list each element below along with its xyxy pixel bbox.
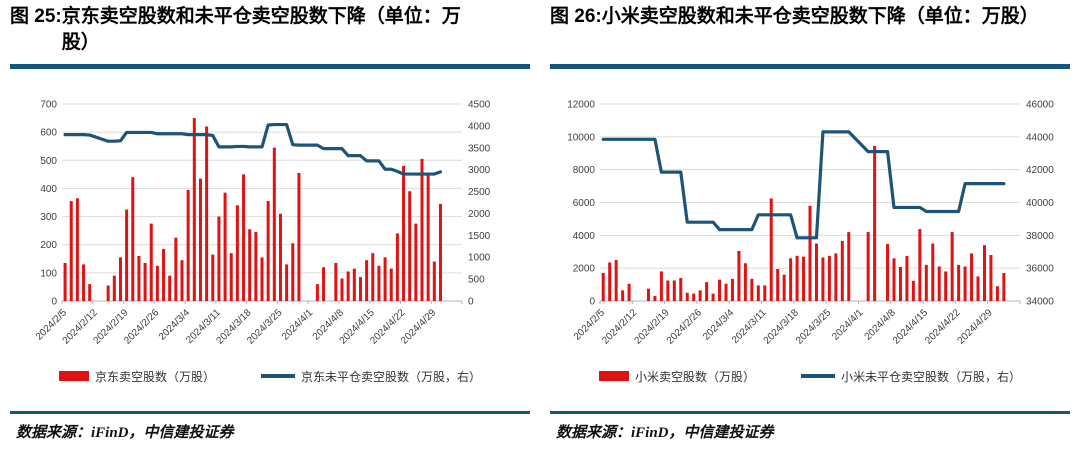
svg-text:6000: 6000	[573, 198, 596, 209]
svg-text:0: 0	[589, 297, 595, 308]
svg-text:2024/2/26: 2024/2/26	[665, 307, 705, 347]
svg-text:2500: 2500	[468, 187, 491, 198]
chart-svg: 0 2000 4000 6000 8000 10000 12000 34000 36000 380…	[567, 100, 1054, 347]
svg-text:500: 500	[40, 156, 57, 167]
svg-text:200: 200	[40, 240, 57, 251]
svg-text:46000: 46000	[1026, 100, 1054, 111]
short-sale-bars	[601, 145, 1006, 302]
legend-item-line: 京东未平仓卖空股数（万股，右）	[261, 368, 481, 385]
figure-column-xiaomi: 图 26: 小米卖空股数和未平仓卖空股数下降（单位：万股） 0 2000 4000 60…	[540, 0, 1080, 463]
svg-text:400: 400	[40, 184, 57, 195]
svg-text:1000: 1000	[468, 253, 491, 264]
svg-text:600: 600	[40, 128, 57, 139]
legend-xiaomi: 小米卖空股数（万股） 小米未平仓卖空股数（万股，右）	[550, 367, 1070, 385]
svg-text:40000: 40000	[1026, 198, 1054, 209]
svg-text:34000: 34000	[1026, 297, 1054, 308]
bar-series-swatch	[598, 371, 629, 381]
legend-item-bars: 京东卖空股数（万股）	[58, 368, 215, 385]
svg-text:4000: 4000	[468, 121, 491, 132]
jd-chart-canvas: 0 100 200 300 400 500 600 700 0 500 1000 1500 2000 25…	[10, 77, 530, 365]
short-sale-bars	[63, 118, 442, 301]
svg-text:0: 0	[51, 297, 57, 308]
svg-text:2000: 2000	[468, 209, 491, 220]
figure-title-text: 小米卖空股数和未平仓卖空股数下降（单位：万股）	[601, 6, 1039, 27]
svg-text:42000: 42000	[1026, 165, 1054, 176]
svg-text:1500: 1500	[468, 231, 491, 242]
title-divider	[10, 64, 530, 69]
y-axis-right-ticks: 34000 36000 38000 40000 42000 44000 46000	[1026, 100, 1054, 308]
line-series-swatch	[261, 374, 295, 378]
legend-label-bars: 京东卖空股数（万股）	[94, 369, 215, 384]
source-text: 数据来源：iFinD，中信建投证券	[16, 424, 234, 441]
legend-label-bars: 小米卖空股数（万股）	[634, 369, 755, 384]
svg-text:100: 100	[40, 268, 57, 279]
x-axis-labels: 2024/2/52024/2/122024/2/192024/2/262024/…	[34, 301, 463, 347]
svg-text:36000: 36000	[1026, 264, 1054, 275]
svg-text:700: 700	[40, 100, 57, 111]
figure-column-jd: 图 25: 京东卖空股数和未平仓卖空股数下降（单位：万股） 0 100 200 300 4…	[10, 2, 530, 441]
x-axis-labels: 2024/2/52024/2/122024/2/192024/2/262024/…	[572, 301, 1021, 347]
source-text: 数据来源：iFinD，中信建投证券	[556, 424, 774, 441]
svg-text:3000: 3000	[468, 165, 491, 176]
svg-text:44000: 44000	[1026, 132, 1054, 143]
legend-item-line: 小米未平仓卖空股数（万股，右）	[801, 368, 1021, 385]
y-axis-left-ticks: 0 2000 4000 6000 8000 10000 12000	[567, 100, 595, 308]
svg-text:10000: 10000	[567, 132, 595, 143]
source-divider	[550, 411, 1070, 414]
svg-text:38000: 38000	[1026, 231, 1054, 242]
svg-text:3500: 3500	[468, 143, 491, 154]
gridlines	[600, 103, 1020, 302]
svg-text:4000: 4000	[573, 231, 596, 242]
figure-title-text: 京东卖空股数和未平仓卖空股数下降（单位：万股）	[61, 6, 461, 53]
legend-jd: 京东卖空股数（万股） 京东未平仓卖空股数（万股，右）	[10, 367, 530, 385]
svg-text:2000: 2000	[573, 264, 596, 275]
svg-text:4500: 4500	[468, 100, 491, 111]
figure-number-label: 图 25:	[10, 6, 62, 27]
svg-text:0: 0	[468, 297, 474, 308]
chart-svg: 0 100 200 300 400 500 600 700 0 500 1000 1500 2000 25…	[34, 100, 491, 347]
legend-label-line: 京东未平仓卖空股数（万股，右）	[301, 369, 482, 384]
figure-title-jd: 图 25: 京东卖空股数和未平仓卖空股数下降（单位：万股）	[10, 2, 530, 62]
legend-label-line: 小米未平仓卖空股数（万股，右）	[841, 369, 1022, 384]
svg-text:2024/4/29: 2024/4/29	[956, 307, 996, 347]
title-divider	[550, 64, 1070, 69]
open-interest-line	[601, 130, 1006, 240]
figure-title-xiaomi: 图 26: 小米卖空股数和未平仓卖空股数下降（单位：万股）	[550, 2, 1070, 62]
y-axis-left-ticks: 0 100 200 300 400 500 600 700	[40, 100, 57, 308]
svg-text:2024/4/1: 2024/4/1	[830, 307, 866, 343]
figure-number-label: 图 26:	[550, 6, 602, 27]
svg-text:2024/3/25: 2024/3/25	[794, 307, 834, 347]
source-divider	[10, 411, 530, 414]
bar-series-swatch	[58, 371, 89, 381]
open-interest-line	[63, 122, 443, 176]
legend-item-bars: 小米卖空股数（万股）	[598, 368, 755, 385]
svg-text:12000: 12000	[567, 100, 595, 111]
svg-text:300: 300	[40, 212, 57, 223]
line-series-swatch	[801, 374, 835, 378]
y-axis-right-ticks: 0 500 1000 1500 2000 2500 3000 3500 4000 4500	[468, 100, 491, 308]
svg-text:8000: 8000	[573, 165, 596, 176]
xiaomi-chart-canvas: 0 2000 4000 6000 8000 10000 12000 34000 36000 380…	[550, 77, 1070, 365]
svg-text:500: 500	[468, 275, 485, 286]
svg-text:2024/4/1: 2024/4/1	[280, 307, 316, 343]
